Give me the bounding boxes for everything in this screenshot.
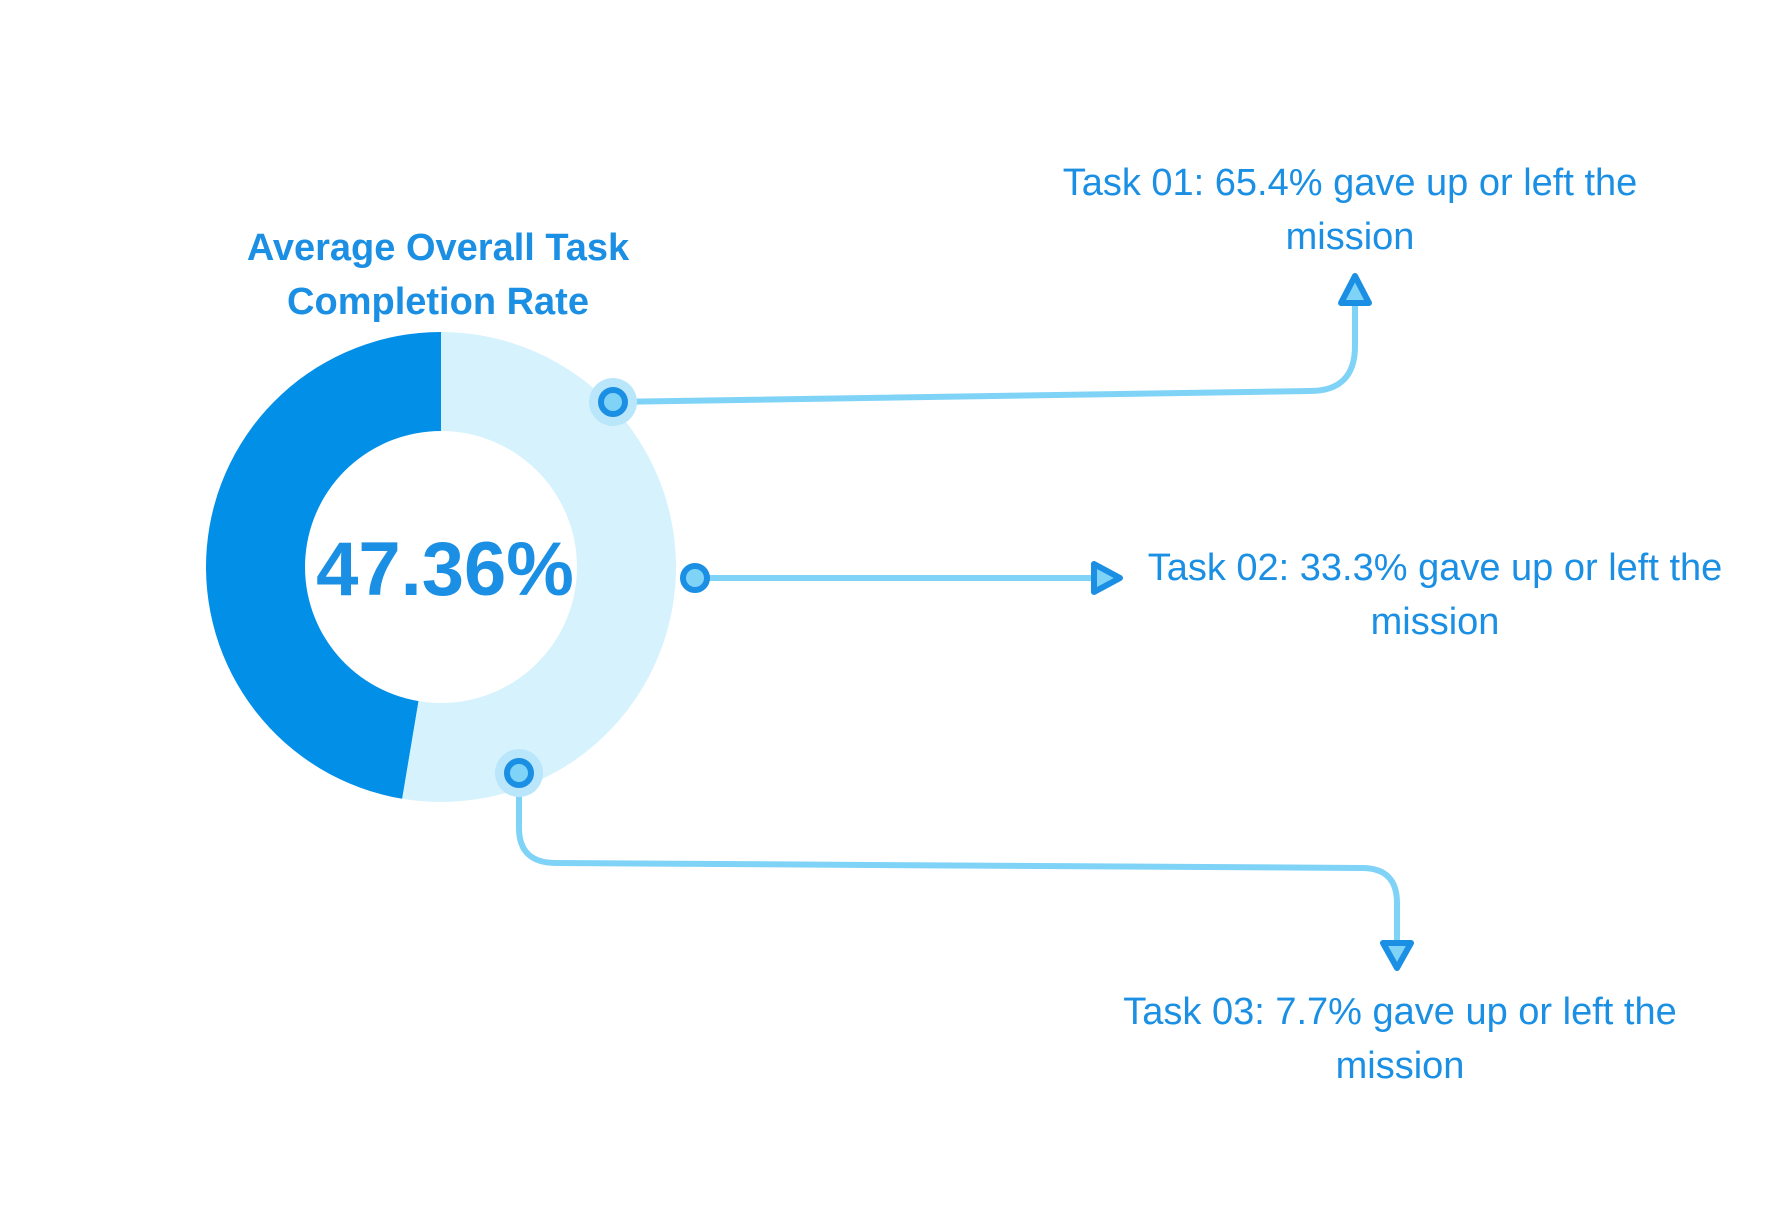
connector-task-03: [516, 770, 1400, 943]
callout-task-03-line-2: mission: [1335, 1045, 1465, 1087]
center-percentage: 47.36%: [316, 527, 574, 612]
connector-task-01: [610, 302, 1358, 405]
marker-task-01: [589, 378, 637, 426]
donut-slice-not-completed: [402, 332, 676, 802]
callout-task-02-line-1: Task 02: 33.3% gave up or left the: [1147, 547, 1723, 589]
arrow-down-icon: [1380, 940, 1414, 971]
callout-task-01-line-1: Task 01: 65.4% gave up or left the: [1062, 162, 1638, 204]
callout-task-03-line-1: Task 03: 7.7% gave up or left the: [1123, 991, 1677, 1033]
marker-task-02: [680, 563, 710, 593]
arrow-up-icon: [1338, 273, 1372, 306]
marker-task-03: [495, 749, 543, 797]
donut-slice-completed: [205, 332, 441, 799]
chart-title-line-1: Average Overall Task: [246, 227, 630, 269]
arrow-right-icon: [1091, 561, 1123, 595]
chart-title-line-2: Completion Rate: [287, 281, 589, 323]
callout-task-01-line-2: mission: [1285, 216, 1415, 258]
callout-task-02-line-2: mission: [1370, 601, 1500, 643]
donut-slices: [205, 332, 676, 802]
